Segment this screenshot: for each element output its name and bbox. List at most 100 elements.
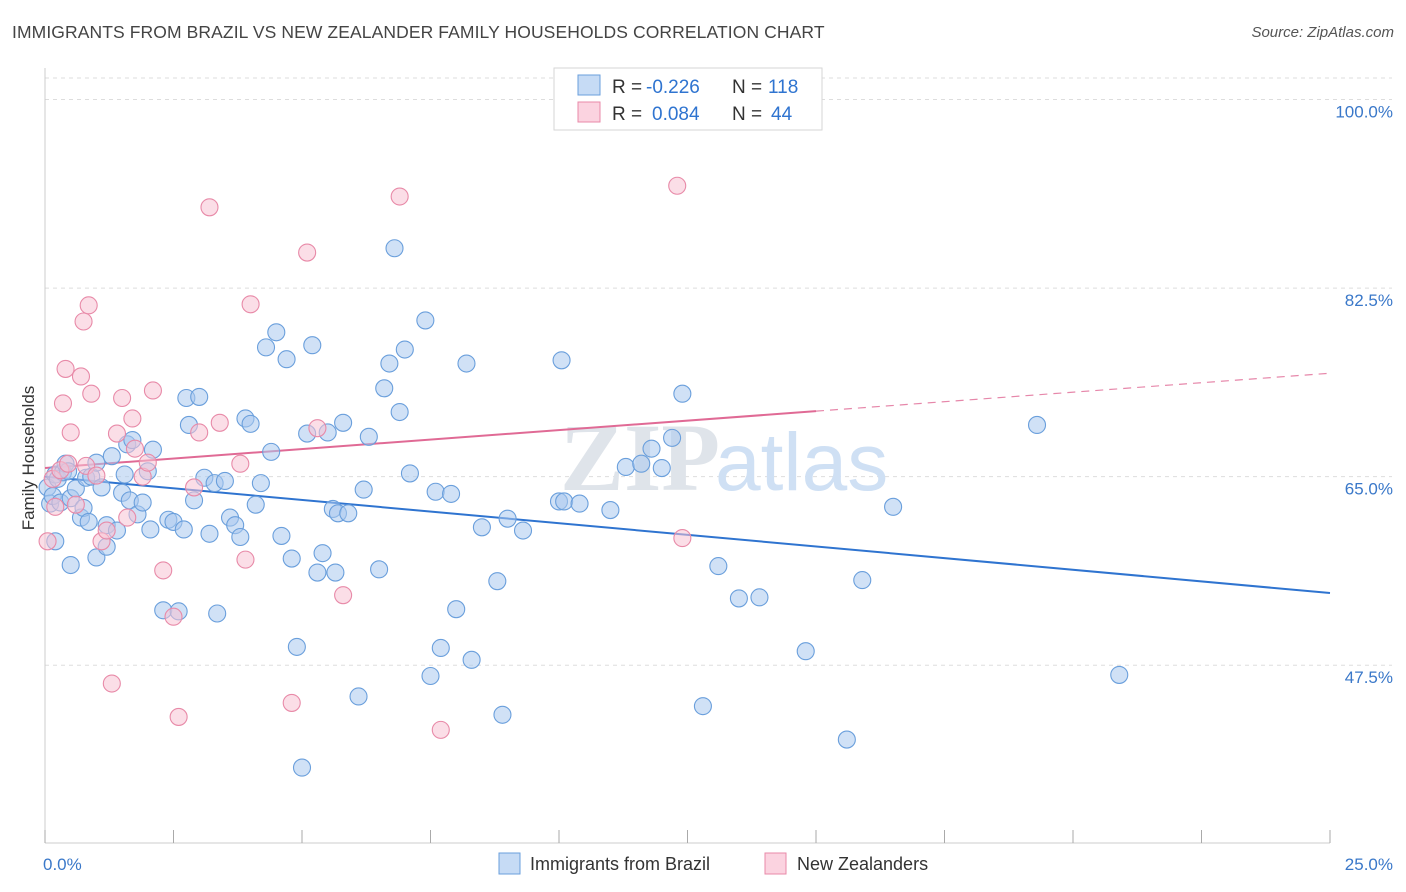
point-nz — [113, 388, 132, 408]
point-nz — [200, 198, 219, 217]
point-nz — [190, 423, 209, 442]
legend-swatch-nz — [577, 101, 601, 123]
point-nz — [125, 439, 144, 458]
point-brazil — [457, 354, 476, 373]
point-nz — [390, 187, 409, 206]
grid-lines — [45, 77, 1392, 666]
point-brazil — [385, 239, 404, 258]
point-brazil — [796, 642, 815, 661]
point-brazil — [750, 588, 769, 607]
point-nz — [236, 550, 255, 569]
point-nz — [82, 384, 101, 403]
point-nz — [79, 296, 98, 315]
point-nz — [59, 454, 78, 473]
series-legend-label-nz: New Zealanders — [797, 854, 928, 874]
point-brazil — [555, 492, 574, 511]
point-brazil — [421, 666, 440, 686]
point-brazil — [282, 549, 301, 568]
point-nz — [185, 478, 204, 497]
point-nz — [123, 409, 142, 428]
point-brazil — [308, 563, 327, 582]
point-nz — [71, 367, 91, 386]
point-brazil — [256, 338, 276, 357]
point-brazil — [390, 402, 409, 422]
point-nz — [298, 243, 317, 262]
point-brazil — [326, 563, 345, 582]
point-nz — [154, 561, 173, 580]
point-brazil — [174, 520, 193, 539]
point-brazil — [853, 571, 872, 590]
point-brazil — [447, 600, 466, 619]
y-tick-label: 100.0% — [1335, 103, 1393, 122]
point-brazil — [200, 524, 219, 543]
series-legend-label-brazil: Immigrants from Brazil — [530, 854, 710, 874]
trend-line-solid — [44, 410, 817, 470]
point-brazil — [190, 387, 209, 406]
point-brazil — [262, 442, 281, 461]
point-brazil — [729, 589, 748, 608]
stats-legend: R = -0.226 N = 118 R = 0.084 N = 44 — [553, 67, 823, 131]
point-nz — [61, 423, 80, 442]
point-nz — [668, 176, 687, 195]
point-brazil — [313, 544, 332, 563]
x-tick-label: 0.0% — [43, 855, 82, 874]
x-tick-label: 25.0% — [1345, 855, 1393, 874]
point-nz — [334, 586, 353, 605]
point-brazil — [349, 687, 368, 706]
point-nz — [87, 466, 106, 485]
point-nz — [210, 413, 229, 432]
point-brazil — [339, 504, 358, 523]
point-brazil — [395, 340, 414, 359]
point-brazil — [1110, 665, 1129, 684]
point-brazil — [359, 427, 378, 446]
series-legend-swatch-nz — [764, 852, 787, 875]
point-brazil — [133, 493, 152, 512]
point-nz — [66, 495, 85, 514]
point-nz — [118, 508, 137, 527]
point-nz — [431, 720, 450, 739]
point-nz — [107, 424, 127, 443]
legend-swatch-brazil — [577, 74, 601, 96]
point-brazil — [267, 323, 286, 342]
point-brazil — [208, 604, 227, 623]
point-brazil — [354, 480, 373, 499]
point-brazil — [709, 557, 728, 576]
y-axis-label: Family Households — [19, 386, 38, 531]
chart-title: IMMIGRANTS FROM BRAZIL VS NEW ZEALANDER … — [12, 22, 825, 42]
point-brazil — [375, 379, 394, 398]
point-brazil — [292, 758, 312, 777]
point-brazil — [277, 350, 296, 369]
series-legend: Immigrants from Brazil New Zealanders — [498, 852, 928, 875]
point-brazil — [215, 471, 234, 491]
point-nz — [74, 312, 93, 331]
point-brazil — [513, 521, 533, 540]
point-brazil — [380, 354, 399, 373]
legend-n-value-nz: 44 — [771, 104, 793, 125]
tick-labels: 100.0% 82.5% 65.0% 47.5% 0.0% 25.0% — [43, 103, 1393, 874]
data-points — [38, 176, 1129, 777]
point-brazil — [287, 637, 306, 656]
point-nz — [46, 497, 65, 516]
point-brazil — [652, 458, 671, 478]
point-brazil — [400, 464, 419, 483]
legend-r-label-nz: R = — [612, 104, 642, 125]
point-nz — [164, 607, 183, 626]
point-brazil — [1027, 415, 1047, 434]
point-brazil — [837, 730, 856, 749]
y-tick-label: 65.0% — [1345, 480, 1393, 499]
point-nz — [38, 532, 57, 551]
point-brazil — [442, 484, 461, 503]
point-brazil — [141, 520, 160, 539]
point-nz — [308, 419, 327, 438]
point-nz — [169, 707, 188, 726]
y-tick-label: 82.5% — [1345, 291, 1393, 310]
point-brazil — [616, 457, 635, 477]
axes — [44, 68, 1331, 844]
point-brazil — [272, 526, 291, 545]
point-brazil — [102, 447, 121, 466]
series-legend-swatch-brazil — [498, 852, 521, 875]
point-brazil — [632, 454, 651, 473]
point-brazil — [462, 650, 481, 669]
point-brazil — [231, 527, 250, 547]
